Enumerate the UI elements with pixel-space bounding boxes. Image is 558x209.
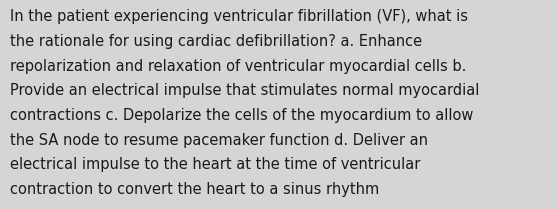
Text: Provide an electrical impulse that stimulates normal myocardial: Provide an electrical impulse that stimu… (10, 83, 479, 98)
Text: the rationale for using cardiac defibrillation? a. Enhance: the rationale for using cardiac defibril… (10, 34, 422, 49)
Text: In the patient experiencing ventricular fibrillation (VF), what is: In the patient experiencing ventricular … (10, 9, 468, 24)
Text: contraction to convert the heart to a sinus rhythm: contraction to convert the heart to a si… (10, 182, 379, 197)
Text: electrical impulse to the heart at the time of ventricular: electrical impulse to the heart at the t… (10, 157, 420, 172)
Text: contractions c. Depolarize the cells of the myocardium to allow: contractions c. Depolarize the cells of … (10, 108, 473, 123)
Text: the SA node to resume pacemaker function d. Deliver an: the SA node to resume pacemaker function… (10, 133, 428, 148)
Text: repolarization and relaxation of ventricular myocardial cells b.: repolarization and relaxation of ventric… (10, 59, 466, 74)
